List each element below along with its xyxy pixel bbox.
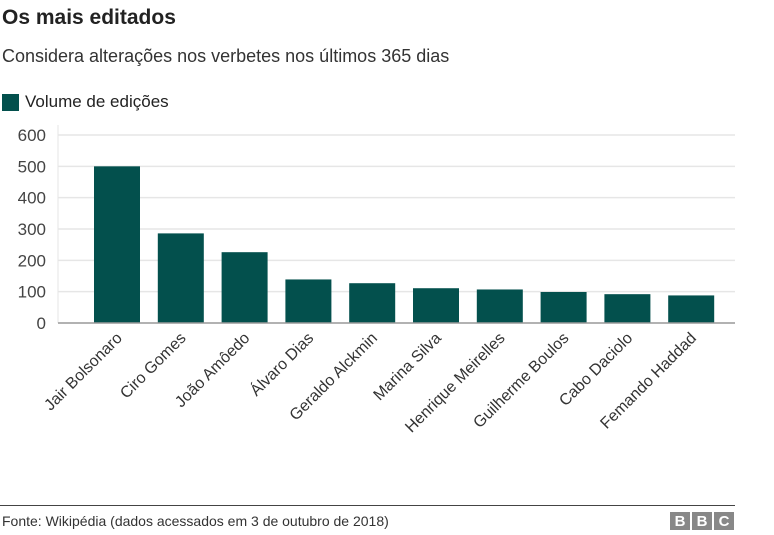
y-tick-label: 0 <box>37 314 46 333</box>
bar <box>285 279 332 323</box>
chart-title: Os mais editados <box>2 6 176 29</box>
bar <box>94 166 140 323</box>
footer-divider <box>0 505 735 506</box>
bar <box>157 233 204 323</box>
bar <box>604 294 651 323</box>
y-tick-label: 300 <box>18 220 46 239</box>
y-tick-label: 400 <box>18 189 46 208</box>
x-tick-label: Álvaro Dias <box>246 328 317 399</box>
y-tick-label: 600 <box>18 126 46 145</box>
legend: Volume de edições <box>2 92 169 112</box>
legend-label: Volume de edições <box>25 92 169 111</box>
bar <box>540 291 587 323</box>
bar <box>349 283 396 323</box>
chart-subtitle: Considera alterações nos verbetes nos úl… <box>2 46 450 66</box>
legend-swatch <box>2 93 19 111</box>
source-note: Fonte: Wikipédia (dados acessados em 3 d… <box>2 513 389 529</box>
bar <box>413 288 459 323</box>
x-tick-label: Jair Bolsonaro <box>41 330 125 414</box>
y-tick-label: 200 <box>18 251 46 270</box>
y-tick-label: 500 <box>18 157 46 176</box>
y-tick-label: 100 <box>18 283 46 302</box>
bar <box>221 252 268 323</box>
bar <box>476 289 523 323</box>
bar <box>668 295 715 323</box>
